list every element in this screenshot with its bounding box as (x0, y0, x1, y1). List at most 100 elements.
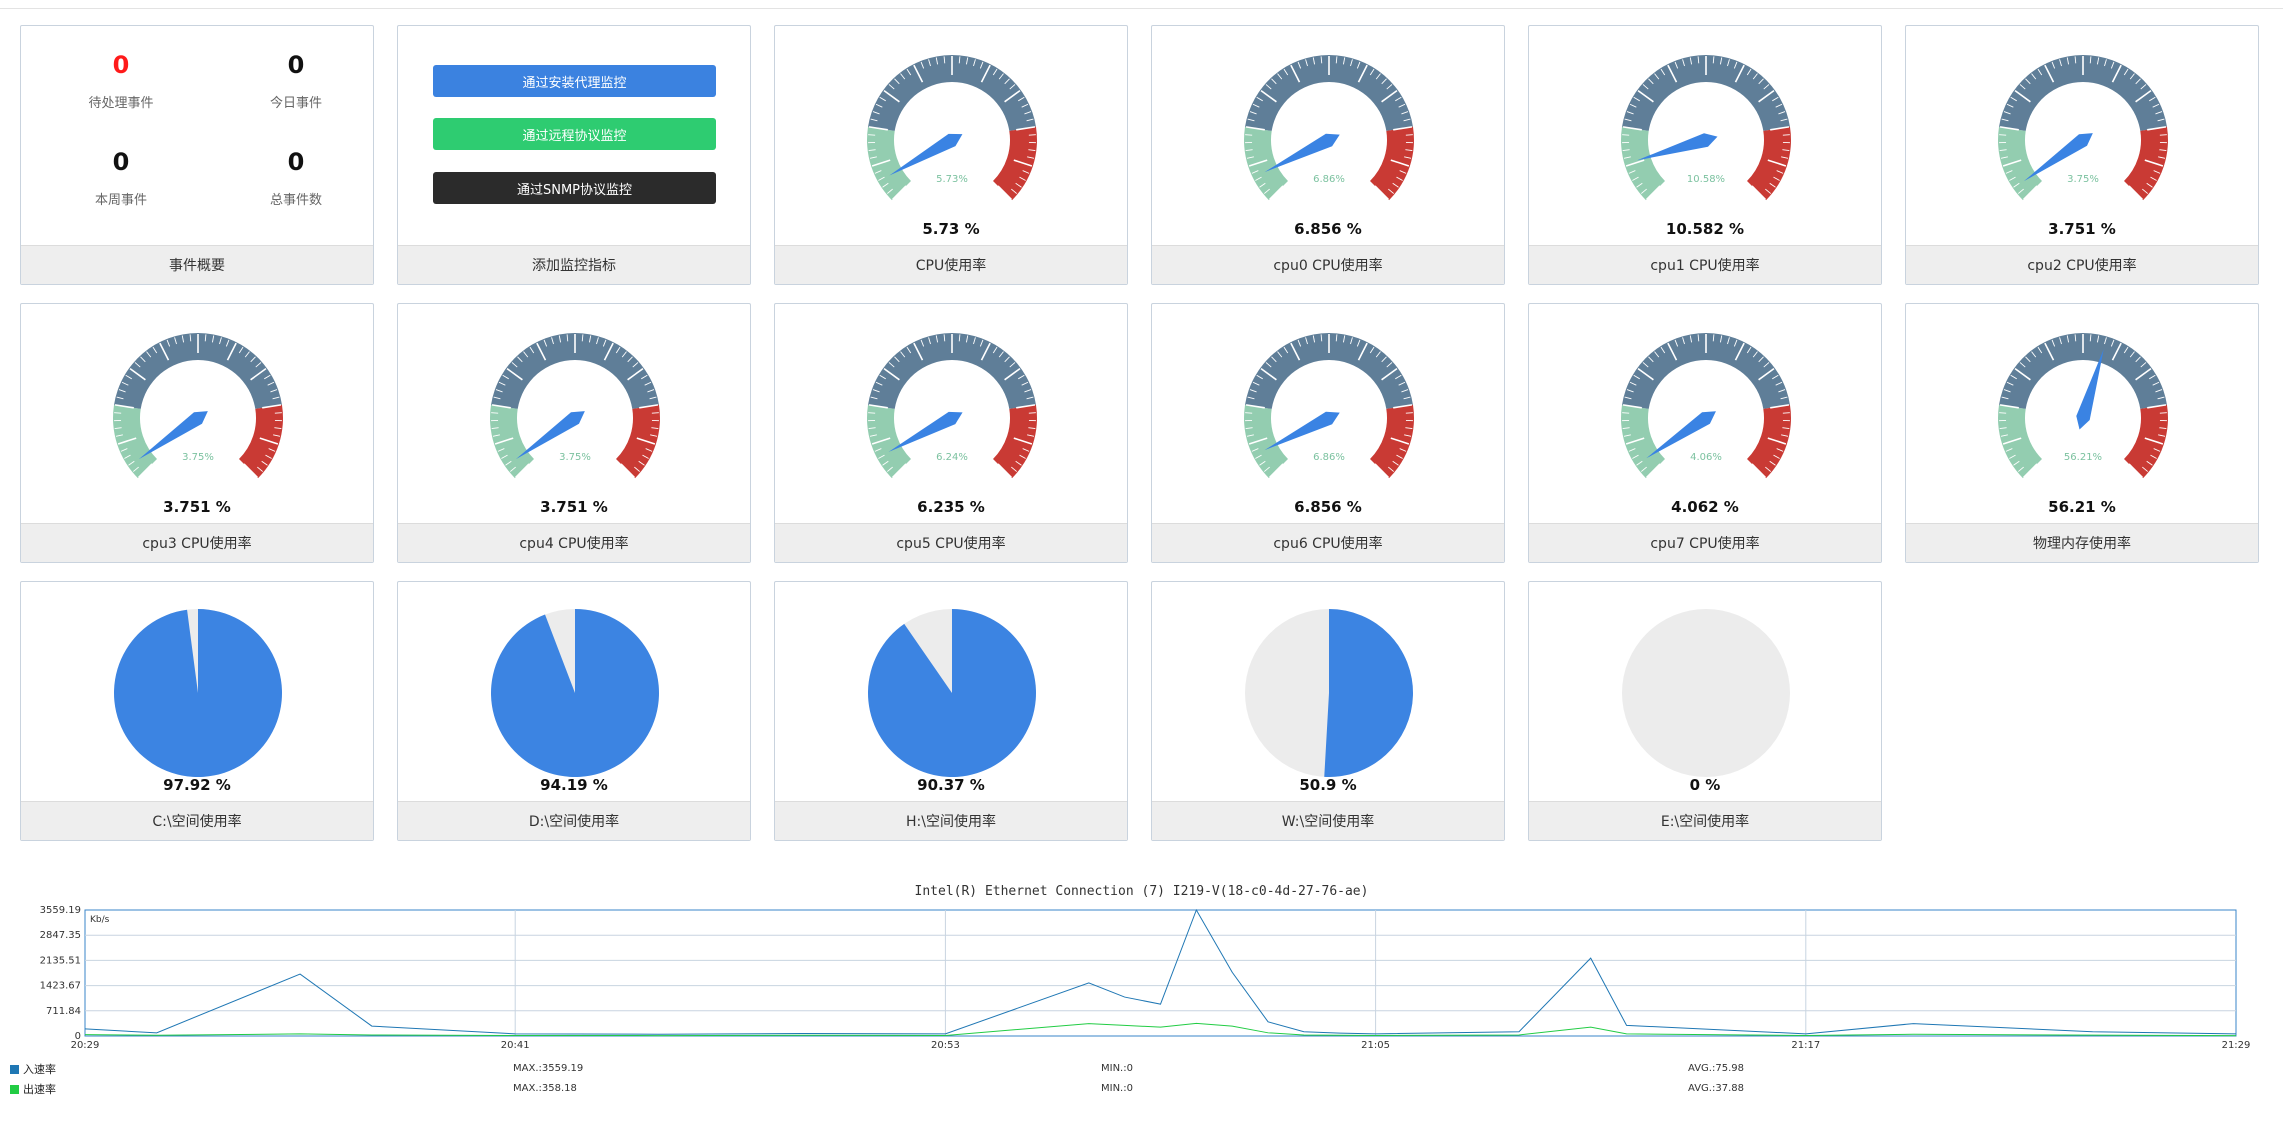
gauge-card-cpu5[interactable]: 6.24% 6.235 % cpu5 CPU使用率 (774, 303, 1128, 563)
gauge-card-cpu0[interactable]: 6.86% 6.856 % cpu0 CPU使用率 (1151, 25, 1505, 285)
gauge-tick (495, 389, 503, 393)
gauge-tick (1727, 59, 1730, 67)
disk-card-h[interactable]: 90.37 % H:\空间使用率 (774, 581, 1128, 841)
gauge-title: cpu2 CPU使用率 (1906, 245, 2258, 284)
gauge-tick (1636, 182, 1643, 188)
outbound-min: MIN.:0 (1101, 1083, 1133, 1094)
gauge-tick (1248, 159, 1268, 167)
gauge-tick (515, 463, 530, 478)
snmp-monitor-button[interactable]: 通过SNMP协议监控 (433, 172, 716, 204)
gauge-tick (596, 337, 599, 345)
gauge-card-cpu1[interactable]: 10.58% 10.582 % cpu1 CPU使用率 (1528, 25, 1882, 285)
gauge-tick (1015, 460, 1022, 466)
gauge-tick (2089, 56, 2092, 64)
gauge-tick (1356, 339, 1361, 347)
gauge-tick (868, 404, 888, 409)
gauge-tick (1633, 374, 1640, 380)
gauge-chart: 3.75% (1998, 54, 2168, 201)
gauge-tick (2005, 170, 2013, 174)
gauge-card-cpu6[interactable]: 6.86% 6.856 % cpu6 CPU使用率 (1151, 303, 1505, 563)
gauge-card-cpu4[interactable]: 3.75% 3.751 % cpu4 CPU使用率 (397, 303, 751, 563)
pie-chart (1245, 609, 1413, 777)
gauge-tick (2104, 59, 2107, 67)
gauge-tick (1999, 126, 2019, 131)
event-summary-card: 0 待处理事件 0 今日事件 0 本周事件 0 总事件数 事件概要 (20, 25, 374, 285)
total-events-stat[interactable]: 0 总事件数 (211, 145, 381, 208)
gauge-tick (1765, 188, 1772, 194)
network-line-chart[interactable]: 3559.19 2847.35 2135.51 1423.67 711.84 020:29… (0, 900, 2283, 1060)
week-events-stat[interactable]: 0 本周事件 (36, 145, 206, 208)
gauge-tick (2158, 156, 2166, 159)
gauge-card-memory[interactable]: 56.21% 56.21 % 物理内存使用率 (1905, 303, 2259, 563)
gauge-tick (132, 466, 139, 472)
gauge-card-cpu7[interactable]: 4.06% 4.062 % cpu7 CPU使用率 (1528, 303, 1882, 563)
gauge-tick (2002, 159, 2022, 167)
gauge-tick (2003, 111, 2011, 115)
gauge-tick (892, 463, 907, 478)
disk-card-d[interactable]: 94.19 % D:\空间使用率 (397, 581, 751, 841)
gauge-tick (638, 460, 645, 466)
gauge-tick (1269, 185, 1284, 200)
gauge-tick (868, 149, 876, 151)
gauge-tick (114, 427, 122, 429)
legend-swatch-inbound (10, 1065, 19, 1074)
week-events-label: 本周事件 (94, 193, 147, 208)
gauge-tick (2025, 356, 2031, 363)
gauge-card-cpu[interactable]: 5.73% 5.73 % CPU使用率 (774, 25, 1128, 285)
gauge-tick (2096, 335, 2100, 343)
legend-outbound[interactable]: 出速率 (10, 1081, 56, 1097)
gauge-tick (2005, 448, 2013, 452)
gauge-tick (1626, 389, 1634, 393)
gauge-tick (2009, 454, 2016, 459)
gauge-inner-label: 3.75% (182, 452, 214, 463)
pie-slice-used (114, 609, 282, 777)
disk-card-c[interactable]: 97.92 % C:\空间使用率 (20, 581, 374, 841)
gauge-card-cpu2[interactable]: 3.75% 3.751 % cpu2 CPU使用率 (1905, 25, 2259, 285)
remote-monitor-button[interactable]: 通过远程协议监控 (433, 118, 716, 150)
today-events-stat[interactable]: 0 今日事件 (211, 48, 381, 111)
gauge-band-high (1370, 126, 1414, 201)
gauge-tick (1396, 454, 1403, 459)
gauge-card-cpu3[interactable]: 3.75% 3.751 % cpu3 CPU使用率 (20, 303, 374, 563)
gauge-tick (2159, 149, 2167, 151)
gauge-tick (1758, 89, 1775, 103)
gauge-tick (2066, 335, 2070, 343)
gauge-tick (1624, 118, 1632, 122)
disk-card-w[interactable]: 50.9 % W:\空间使用率 (1151, 581, 1505, 841)
gauge-tick (1393, 404, 1413, 409)
gauge-tick (644, 381, 652, 386)
gauge-tick (1013, 159, 1033, 167)
gauge-tick (872, 111, 880, 115)
gauge-tick (615, 346, 621, 354)
gauge-tick (1719, 57, 1723, 65)
gauge-tick (1629, 103, 1637, 108)
gauge-tick (1018, 374, 1025, 380)
y-tick-label: 2847.35 (40, 930, 81, 941)
gauge-tick (2023, 463, 2038, 478)
gauge-tick (270, 389, 278, 393)
gauge-tick (2147, 404, 2167, 409)
disk-title: H:\空间使用率 (775, 801, 1127, 840)
gauge-tick (928, 337, 931, 345)
gauge-tick (1999, 404, 2019, 409)
gauge-tick (1247, 118, 1255, 122)
gauge-tick (627, 356, 633, 363)
gauge-tick (2135, 89, 2152, 103)
x-tick-label: 21:29 (2222, 1040, 2251, 1051)
legend-inbound[interactable]: 入速率 (10, 1061, 56, 1077)
gauge-tick (1381, 356, 1387, 363)
gauge-band-low (1244, 126, 1288, 201)
agent-monitor-button[interactable]: 通过安装代理监控 (433, 65, 716, 97)
gauge-tick (558, 335, 562, 343)
gauge-chart: 6.24% (867, 333, 1037, 479)
gauge-tick (116, 396, 124, 400)
gauge-tick (272, 396, 280, 400)
pending-events-stat[interactable]: 0 待处理事件 (36, 48, 206, 111)
gauge-tick (621, 351, 627, 358)
gauge-tick (1249, 111, 1257, 115)
disk-card-e[interactable]: 0 % E:\空间使用率 (1528, 581, 1882, 841)
gauge-tick (1780, 396, 1788, 400)
gauge-tick (1642, 84, 1649, 90)
gauge-tick (1775, 103, 1783, 108)
today-events-count: 0 (287, 51, 305, 79)
